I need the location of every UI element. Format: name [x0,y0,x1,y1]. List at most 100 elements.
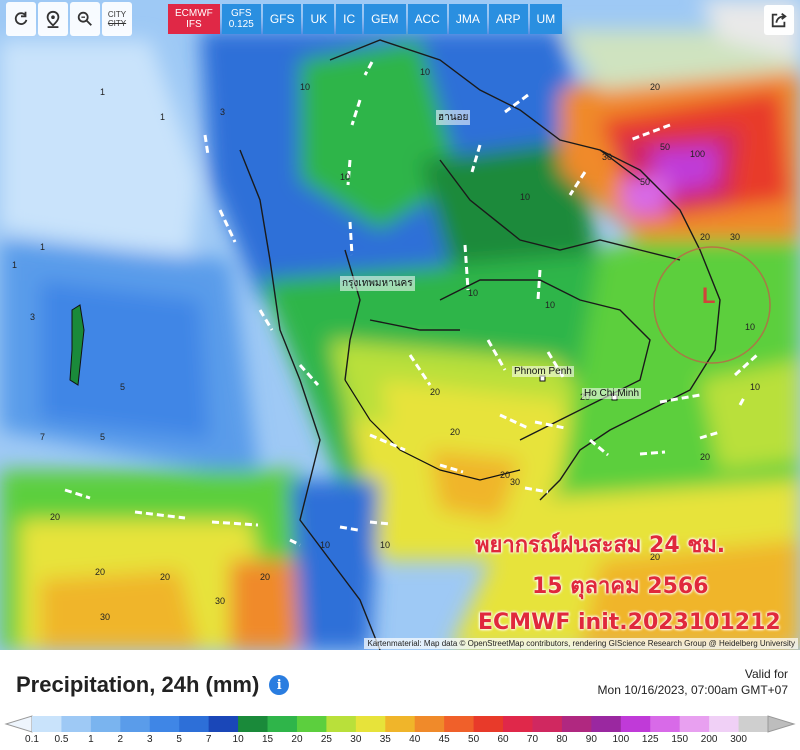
city-toggle-label-struck: CITY [107,19,127,28]
scale-tick-label: 3 [146,734,153,745]
svg-text:20: 20 [160,572,170,582]
svg-text:20: 20 [450,427,460,437]
scale-swatch [120,716,151,732]
share-icon [771,12,787,28]
svg-text:20: 20 [95,567,105,577]
model-gfs[interactable]: GFS [262,4,302,34]
legend-title-row: Precipitation, 24h (mm) i [16,672,290,698]
svg-text:10: 10 [300,82,310,92]
overlay-title: พยากรณ์ฝนสะสม 24 ชม. [475,533,726,558]
svg-text:10: 10 [420,67,430,77]
model-arp[interactable]: ARP [488,4,528,34]
share-button[interactable] [764,5,794,35]
svg-text:20: 20 [50,512,60,522]
scale-tick-label: 35 [379,734,391,745]
scale-swatch [355,716,386,732]
svg-text:20: 20 [650,82,660,92]
model-uk[interactable]: UK [303,4,335,34]
map-credit: Kartenmaterial: Map data © OpenStreetMap… [364,638,798,649]
scale-swatch [179,716,210,732]
scale-tick-label: 70 [526,734,539,745]
model-gfs-0125[interactable]: GFS 0.125 [221,4,261,34]
scale-tick-label: 1 [88,734,94,745]
scale-tick-label: 2 [117,734,124,745]
model-acc[interactable]: ACC [407,4,447,34]
city-label-bangkok: กรุงเทพมหานคร [340,276,415,291]
scale-tick-label: 150 [671,734,689,745]
location-pin-icon [46,10,60,28]
scale-swatch [238,716,269,732]
svg-text:10: 10 [745,322,755,332]
refresh-button[interactable] [6,2,36,36]
svg-text:3: 3 [220,107,225,117]
legend-title: Precipitation, 24h (mm) [16,672,260,697]
location-button[interactable] [38,2,68,36]
model-sublabel: IFS [186,19,202,30]
model-jma[interactable]: JMA [448,4,487,34]
svg-text:10: 10 [750,382,760,392]
model-um[interactable]: UM [529,4,563,34]
svg-text:5: 5 [120,382,125,392]
info-icon[interactable]: i [269,675,290,695]
svg-text:20: 20 [700,232,710,242]
svg-text:20: 20 [700,452,710,462]
city-toggle-label: CITY [107,10,127,19]
model-ecmwf-ifs[interactable]: ECMWF IFS [168,4,220,34]
scale-swatch [90,716,121,732]
model-ic[interactable]: IC [336,4,363,34]
svg-text:1: 1 [40,242,45,252]
overlay-init: ECMWF init.2023101212 [478,610,781,635]
scale-tick-label: 7 [205,734,212,745]
scale-swatch [296,716,327,732]
svg-text:10: 10 [320,540,330,550]
scale-tick-label: 40 [409,734,421,745]
model-selector: ECMWF IFS GFS 0.125 GFS UK IC GEM ACC JMA … [168,4,563,34]
svg-text:30: 30 [602,152,612,162]
scale-tick-label: 60 [497,734,509,745]
city-toggle-button[interactable]: CITY CITY [102,2,132,36]
scale-swatch [738,716,769,732]
zoom-button[interactable] [70,2,100,36]
scale-swatch [32,716,62,732]
overlay-date: 15 ตุลาคม 2566 [532,574,709,599]
scale-tick-label: 30 [350,734,362,745]
svg-text:10: 10 [340,172,350,182]
low-pressure-label: L [702,283,716,308]
model-label: GFS [231,8,252,19]
svg-text:20: 20 [260,572,270,582]
scale-swatch [591,716,622,732]
scale-tick-label: 15 [261,734,274,745]
scale-tick-label: 10 [232,734,244,745]
svg-text:1: 1 [12,260,17,270]
scale-tick-label: 50 [468,734,480,745]
scale-tick-label: 80 [556,734,568,745]
svg-text:30: 30 [215,596,225,606]
color-scale-bar [4,715,796,733]
scale-tick-label: 5 [176,734,182,745]
scale-swatch [326,716,357,732]
svg-text:10: 10 [380,540,390,550]
svg-text:20: 20 [500,470,510,480]
scale-tick-label: 20 [291,734,303,745]
svg-text:30: 30 [510,477,520,487]
scale-swatch [532,716,563,732]
scale-swatch [444,716,475,732]
svg-text:3: 3 [30,312,35,322]
svg-text:50: 50 [660,142,670,152]
svg-text:30: 30 [100,612,110,622]
city-label-phnom-penh: Phnom Penh [512,366,574,377]
scale-tick-label: 25 [320,734,332,745]
svg-text:1: 1 [160,112,165,122]
scale-tick-label: 125 [641,734,659,745]
model-sublabel: 0.125 [228,19,254,30]
scale-swatch [385,716,416,732]
svg-text:20: 20 [650,552,660,562]
scale-tick-label: 300 [730,734,747,745]
svg-text:10: 10 [468,288,478,298]
model-gem[interactable]: GEM [364,4,406,34]
city-label-hanoi: ฮานอย [436,110,471,125]
scale-tick-label: 0.5 [54,734,69,745]
scale-swatch [679,716,710,732]
